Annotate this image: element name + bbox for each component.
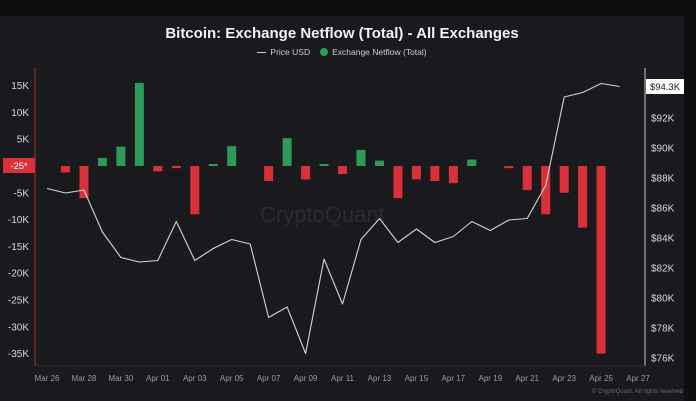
right-current-marker-text: $94.3K <box>650 82 681 93</box>
netflow-bar[interactable] <box>171 166 181 169</box>
left-axis-tick: 15K <box>11 81 29 92</box>
x-axis-tick: Apr 11 <box>331 374 355 383</box>
chart-title: Bitcoin: Exchange Netflow (Total) - All … <box>165 25 519 42</box>
legend-item-price[interactable]: Price USD <box>257 47 310 57</box>
left-axis-tick: -10K <box>8 215 29 226</box>
left-current-marker-text: -25* <box>10 161 28 172</box>
legend-label: Exchange Netflow (Total) <box>332 47 427 57</box>
netflow-bar[interactable] <box>134 82 144 166</box>
x-axis-tick: Apr 13 <box>368 374 392 383</box>
netflow-bar[interactable] <box>60 166 70 173</box>
netflow-bar[interactable] <box>282 138 292 166</box>
x-axis-tick: Mar 30 <box>108 374 133 383</box>
right-axis-tick: $86K <box>651 204 675 215</box>
left-axis-tick: -30K <box>8 322 29 333</box>
x-axis-tick: Apr 25 <box>589 374 613 383</box>
right-axis-tick: $90K <box>651 144 675 155</box>
netflow-bar[interactable] <box>430 166 440 182</box>
legend-label: Price USD <box>270 47 311 57</box>
axes: 15K 10K 5K -5K -10K -15K -20K -25K -30K -35K -25* $… <box>3 68 684 395</box>
netflow-bar[interactable] <box>264 166 274 182</box>
legend-item-netflow[interactable]: Exchange Netflow (Total) <box>320 47 427 57</box>
left-axis-tick: 5K <box>17 135 30 146</box>
dot-swatch-icon <box>320 48 329 56</box>
price-polyline[interactable] <box>46 82 620 355</box>
netflow-bar[interactable] <box>374 160 384 166</box>
netflow-bar[interactable] <box>356 149 366 166</box>
left-axis-tick: 10K <box>11 108 29 119</box>
netflow-bar[interactable] <box>338 166 348 175</box>
price-line <box>46 82 620 355</box>
netflow-bar[interactable] <box>411 166 421 180</box>
left-axis-tick: -35K <box>8 349 29 360</box>
left-axis-tick: -5K <box>13 188 29 199</box>
netflow-bar[interactable] <box>596 166 606 354</box>
right-axis-tick: $88K <box>651 174 675 185</box>
x-axis-tick: Apr 05 <box>220 374 244 383</box>
line-swatch-icon <box>257 51 267 53</box>
copyright-text: © CryptoQuant. All rights reserved <box>592 388 683 395</box>
right-axis-tick: $78K <box>651 324 675 335</box>
netflow-bar[interactable] <box>467 159 477 166</box>
x-axis-tick: Apr 07 <box>257 374 281 383</box>
netflow-bar[interactable] <box>79 166 89 199</box>
x-axis-tick: Apr 21 <box>515 374 539 383</box>
netflow-bar[interactable] <box>522 166 532 191</box>
x-axis-tick: Apr 03 <box>183 374 207 383</box>
x-axis-tick: Mar 26 <box>35 374 60 383</box>
right-axis-tick: $82K <box>651 264 675 275</box>
netflow-bar[interactable] <box>97 157 107 166</box>
x-axis-tick: Apr 27 <box>626 374 650 383</box>
watermark-text: CryptoQuant <box>260 202 385 227</box>
chart-legend: Price USD Exchange Netflow (Total) <box>0 47 684 57</box>
left-axis-tick: -20K <box>8 269 29 280</box>
x-axis-tick: Apr 01 <box>146 374 170 383</box>
x-axis-tick: Apr 23 <box>552 374 576 383</box>
x-axis-tick: Apr 09 <box>294 374 318 383</box>
netflow-bar[interactable] <box>153 166 163 172</box>
right-axis-tick: $84K <box>651 234 675 245</box>
netflow-bar[interactable] <box>301 166 311 180</box>
netflow-bar[interactable] <box>541 166 551 215</box>
netflow-bar[interactable] <box>116 146 126 166</box>
netflow-bar[interactable] <box>190 166 200 215</box>
x-axis-tick: Apr 15 <box>405 374 429 383</box>
netflow-bar[interactable] <box>227 146 237 166</box>
right-axis-tick: $76K <box>651 354 675 365</box>
chart-card <box>0 16 684 401</box>
netflow-bar[interactable] <box>578 166 588 228</box>
netflow-bar[interactable] <box>319 164 329 166</box>
right-axis-tick: $80K <box>651 294 675 305</box>
netflow-bar[interactable] <box>504 166 514 169</box>
left-current-marker <box>3 158 35 173</box>
x-axis-tick: Apr 17 <box>442 374 466 383</box>
right-current-marker <box>646 79 684 94</box>
x-axis-tick: Mar 28 <box>71 374 96 383</box>
left-axis-tick: -25K <box>8 296 29 307</box>
netflow-bar[interactable] <box>559 166 569 193</box>
netflow-bar[interactable] <box>393 166 403 199</box>
watermark: CryptoQuant <box>260 202 385 227</box>
right-axis-tick: $92K <box>651 114 675 125</box>
x-axis-tick: Apr 19 <box>478 374 502 383</box>
left-axis-tick: -15K <box>8 242 29 253</box>
netflow-bar[interactable] <box>448 166 458 184</box>
netflow-bar[interactable] <box>208 164 218 166</box>
netflow-bars <box>60 82 606 354</box>
